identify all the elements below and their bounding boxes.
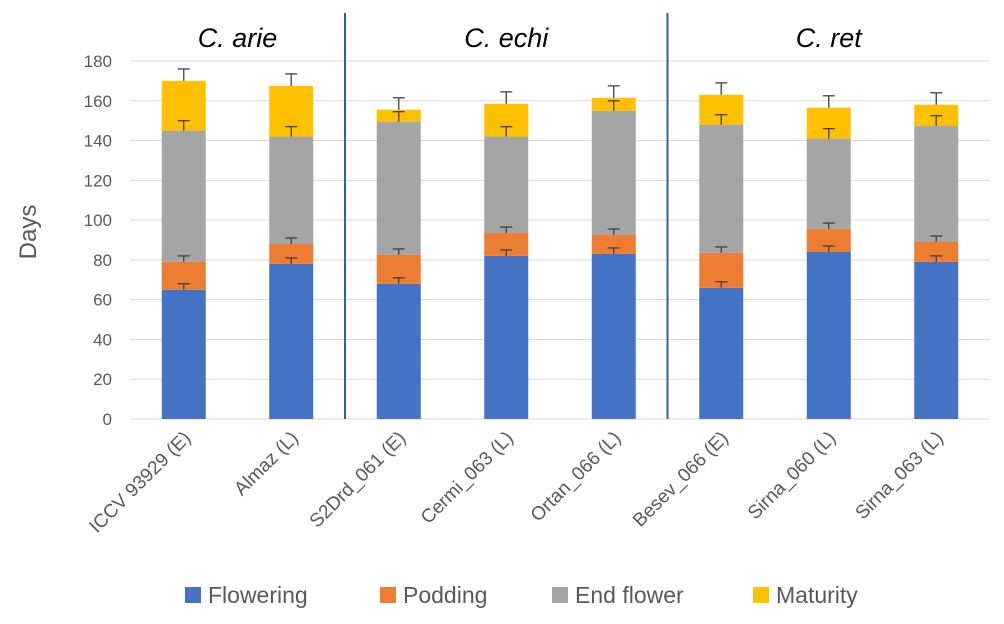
bar-podding	[806, 229, 851, 252]
y-tick-label: 80	[93, 251, 112, 270]
bar-end-flower	[591, 110, 636, 236]
bar-flowering	[484, 255, 529, 419]
x-tick-label: Cermi_063 (L)	[417, 428, 518, 529]
group-labels: C. arie C. echi C. ret	[198, 23, 864, 53]
y-tick-label: 60	[93, 291, 112, 310]
x-tick-label: Besev_066 (E)	[629, 428, 733, 532]
y-tick-label: 160	[84, 92, 112, 111]
x-tick-label: Almaz (L)	[230, 428, 302, 500]
x-tick-label: S2Drd_061 (E)	[306, 428, 410, 532]
legend-label: Flowering	[208, 582, 308, 608]
group-label: C. echi	[464, 23, 549, 53]
legend-swatch	[552, 587, 568, 603]
bar-flowering	[914, 261, 959, 419]
bars	[161, 80, 959, 419]
bar-flowering	[806, 251, 851, 419]
gridlines	[130, 60, 990, 420]
bar-end-flower	[269, 136, 314, 244]
bar-flowering	[376, 283, 421, 419]
bar-end-flower	[484, 136, 529, 234]
bar-podding	[269, 243, 314, 264]
error-bars	[177, 68, 943, 290]
group-separators	[344, 13, 669, 419]
bar-end-flower	[806, 138, 851, 230]
y-tick-label: 100	[84, 211, 112, 230]
x-axis-ticks: ICCV 93929 (E) Almaz (L) S2Drd_061 (E) Cerm…	[86, 428, 948, 538]
x-tick-label: Sirna_063 (L)	[852, 428, 948, 524]
bar-flowering	[699, 287, 744, 419]
legend-swatch	[753, 587, 769, 603]
bar-podding	[914, 241, 959, 262]
bar-end-flower	[699, 124, 744, 253]
y-tick-label: 40	[93, 330, 112, 349]
legend-label: End flower	[575, 582, 684, 608]
legend: Flowering Podding End flower Maturity	[185, 582, 858, 608]
y-axis-label: Days	[15, 205, 42, 260]
y-tick-label: 140	[84, 132, 112, 151]
group-label: C. ret	[796, 23, 864, 53]
bar-flowering	[591, 253, 636, 419]
x-tick-label: ICCV 93929 (E)	[86, 428, 196, 538]
y-tick-label: 120	[84, 171, 112, 190]
x-tick-label: Sirna_060 (L)	[744, 428, 840, 524]
bar-end-flower	[161, 130, 206, 262]
bar-end-flower	[914, 125, 959, 242]
y-axis-ticks: 0 20 40 60 80 100 120 140 160 180	[84, 52, 112, 429]
bar-podding	[484, 233, 529, 256]
y-tick-label: 20	[93, 370, 112, 389]
bar-end-flower	[376, 121, 421, 255]
bar-flowering	[269, 263, 314, 419]
bar-podding	[591, 235, 636, 254]
legend-swatch	[380, 587, 396, 603]
y-tick-label: 0	[103, 410, 112, 429]
legend-label: Maturity	[776, 582, 858, 608]
legend-swatch	[185, 587, 201, 603]
y-tick-label: 180	[84, 52, 112, 71]
group-label: C. arie	[198, 23, 278, 53]
legend-label: Podding	[403, 582, 487, 608]
x-tick-label: Ortan_066 (L)	[527, 428, 625, 526]
bar-flowering	[161, 289, 206, 419]
